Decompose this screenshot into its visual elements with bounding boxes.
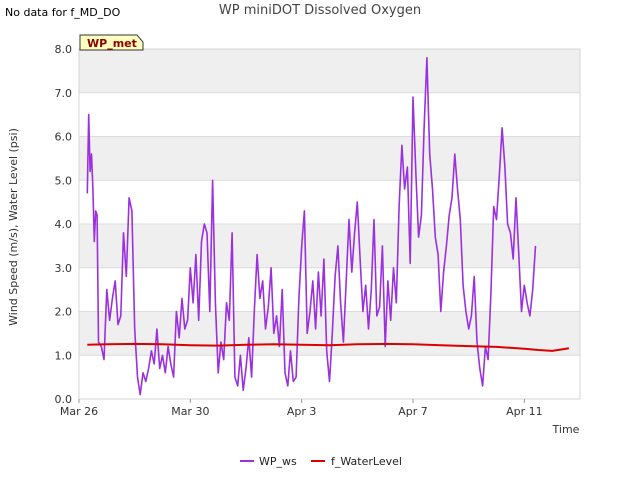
background-band <box>79 311 580 356</box>
x-axis-label: Time <box>552 423 580 436</box>
x-tick-label: Mar 26 <box>60 405 98 418</box>
x-tick-label: Apr 3 <box>287 405 317 418</box>
y-tick-labels: 0.0 1.0 2.0 3.0 4.0 5.0 6.0 7.0 8.0 <box>55 43 73 406</box>
y-tick-label: 1.0 <box>55 349 73 362</box>
y-tick-label: 7.0 <box>55 87 73 100</box>
x-tick-label: Apr 7 <box>398 405 428 418</box>
series-line-wp-ws <box>86 56 537 396</box>
series-line-f-waterlevel <box>87 342 570 352</box>
chart-title: WP miniDOT Dissolved Oxygen <box>218 3 422 18</box>
background-band <box>79 224 580 268</box>
background-band <box>79 49 580 93</box>
x-tick-labels: Mar 26 Mar 30 Apr 3 Apr 7 Apr 11 <box>60 399 543 418</box>
y-tick-label: 4.0 <box>55 218 73 231</box>
background-band <box>79 136 580 181</box>
y-axis-label: Wind Speed (m/s), Water Level (psi) <box>7 128 20 326</box>
y-tick-label: 6.0 <box>55 131 73 144</box>
series-lines <box>86 56 570 396</box>
y-tick-label: 3.0 <box>55 262 73 275</box>
y-tick-label: 5.0 <box>55 174 73 187</box>
legend-label-wp-ws: WP_ws <box>259 455 297 468</box>
legend-label-f-waterlevel: f_WaterLevel <box>331 455 402 468</box>
plot-frame <box>78 48 581 400</box>
y-tick-label: 8.0 <box>55 43 73 56</box>
no-data-note: No data for f_MD_DO <box>5 6 121 19</box>
y-tick-label: 0.0 <box>55 393 73 406</box>
x-tick-label: Mar 30 <box>171 405 209 418</box>
badge: WP_met <box>79 34 144 51</box>
y-tick-label: 2.0 <box>55 306 73 319</box>
badge-label: WP_met <box>87 37 137 50</box>
badge-box <box>79 34 144 51</box>
x-tick-label: Apr 11 <box>506 405 543 418</box>
legend: WP_ws f_WaterLevel <box>240 455 402 468</box>
grid-lines <box>79 48 580 400</box>
background-bands <box>79 49 580 356</box>
